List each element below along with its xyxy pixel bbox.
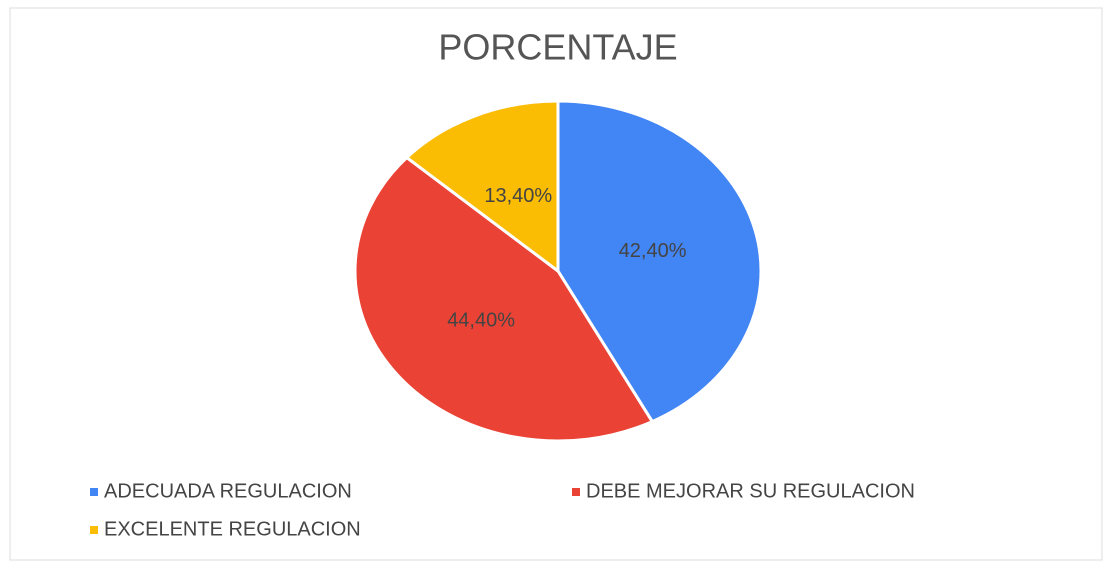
- legend-label: DEBE MEJORAR SU REGULACION: [586, 480, 915, 502]
- legend-label: EXCELENTE REGULACION: [104, 518, 361, 540]
- legend-marker: [90, 488, 98, 496]
- data-label: 44,40%: [447, 309, 515, 331]
- legend-marker: [90, 526, 98, 534]
- pie-slice: [353, 155, 655, 443]
- data-label: 13,40%: [484, 185, 552, 207]
- chart-title: PORCENTAJE: [438, 27, 677, 68]
- data-label: 42,40%: [619, 240, 687, 262]
- legend-label: ADECUADA REGULACION: [104, 480, 352, 502]
- pie-slice: [556, 99, 763, 424]
- legend-marker: [572, 488, 580, 496]
- pie-slice: [404, 99, 560, 275]
